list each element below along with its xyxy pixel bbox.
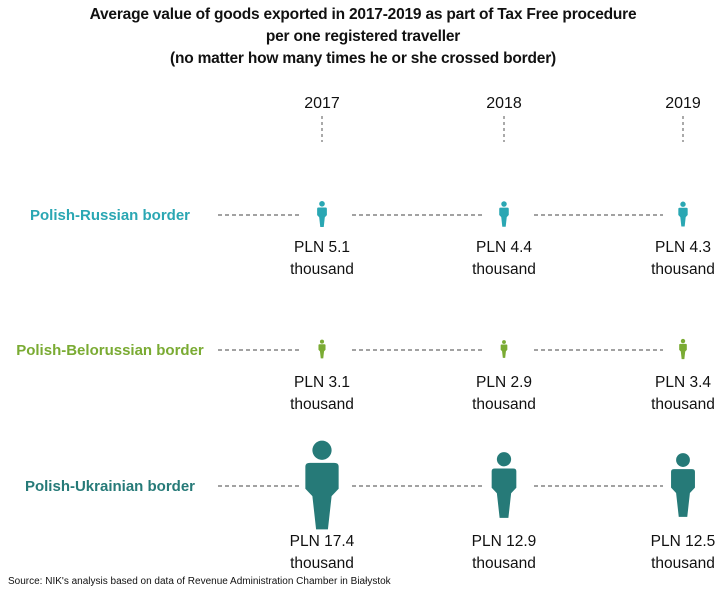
series-label: Polish-Ukrainian border — [25, 478, 195, 495]
value-label: PLN 2.9 — [476, 374, 532, 391]
value-unit-label: thousand — [651, 396, 715, 413]
year-label: 2019 — [665, 95, 701, 112]
value-label: PLN 3.4 — [655, 374, 711, 391]
source-note: Source: NIK's analysis based on data of … — [8, 576, 391, 587]
value-label: PLN 12.5 — [651, 533, 716, 550]
value-label: PLN 4.3 — [655, 239, 711, 256]
value-unit-label: thousand — [472, 261, 536, 278]
value-label: PLN 3.1 — [294, 374, 350, 391]
value-unit-label: thousand — [472, 396, 536, 413]
value-unit-label: thousand — [651, 261, 715, 278]
person-icon — [318, 339, 326, 359]
year-label: 2017 — [304, 95, 340, 112]
chart-title-line-3: (no matter how many times he or she cros… — [169, 50, 556, 67]
person-icon — [671, 453, 695, 517]
value-unit-label: thousand — [651, 555, 715, 572]
person-icon — [317, 200, 327, 228]
value-unit-label: thousand — [290, 261, 354, 278]
value-unit-label: thousand — [290, 396, 354, 413]
value-label: PLN 12.9 — [472, 533, 537, 550]
person-icon — [491, 452, 517, 518]
person-icon — [678, 201, 688, 227]
series-label: Polish-Belorussian border — [16, 342, 204, 359]
person-icon — [499, 201, 509, 227]
value-label: PLN 17.4 — [290, 533, 355, 550]
chart-title-line-1: Average value of goods exported in 2017-… — [89, 6, 637, 23]
person-icon — [679, 338, 687, 360]
person-icon — [305, 440, 339, 530]
series-label: Polish-Russian border — [30, 207, 190, 224]
year-label: 2018 — [486, 95, 522, 112]
person-icon — [500, 340, 508, 358]
value-unit-label: thousand — [472, 555, 536, 572]
value-label: PLN 4.4 — [476, 239, 532, 256]
chart-title-line-2: per one registered traveller — [265, 28, 461, 45]
value-unit-label: thousand — [290, 555, 354, 572]
value-label: PLN 5.1 — [294, 239, 350, 256]
